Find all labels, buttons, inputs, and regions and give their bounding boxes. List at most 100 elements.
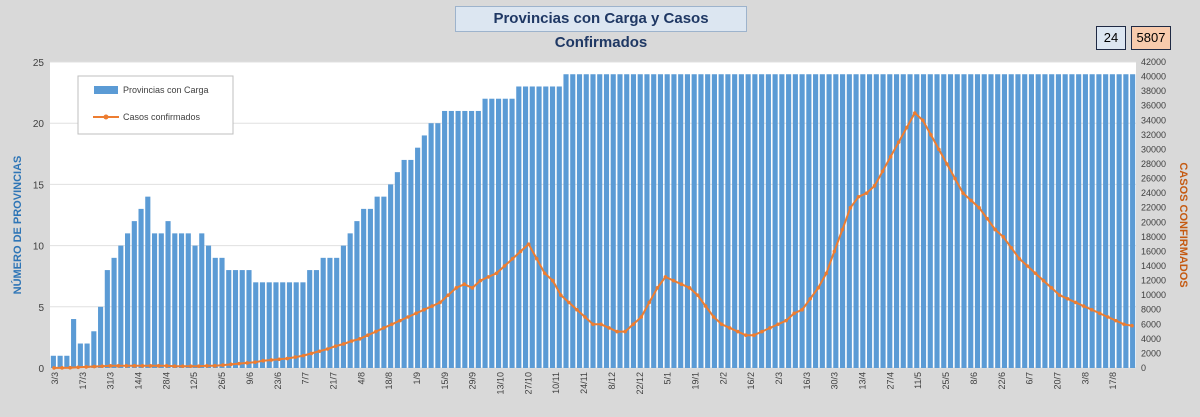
line-point xyxy=(550,278,555,283)
bar xyxy=(1035,74,1041,369)
line-point xyxy=(1122,322,1126,327)
line-point xyxy=(494,271,499,276)
line-point xyxy=(1065,296,1070,301)
bar xyxy=(401,159,407,368)
line-point xyxy=(872,184,877,188)
line-point xyxy=(76,365,80,370)
bar xyxy=(779,74,785,369)
x-tick-label: 2/3 xyxy=(774,372,784,385)
line-point xyxy=(687,286,692,290)
line-point xyxy=(526,242,531,246)
line-point xyxy=(912,111,917,115)
right-axis-ticks: 0 2000 4000 6000 8000 10000 12000 14000 16000 180… xyxy=(1141,57,1166,373)
line-point xyxy=(985,216,989,221)
bar xyxy=(428,123,434,368)
bar xyxy=(394,172,400,368)
bar xyxy=(974,74,981,369)
bar xyxy=(934,74,940,369)
line-point xyxy=(518,249,523,254)
bar-series xyxy=(50,74,1136,369)
bar xyxy=(866,74,873,369)
bar xyxy=(786,74,792,369)
bar xyxy=(307,270,313,368)
bar xyxy=(131,221,137,368)
x-tick-label: 30/3 xyxy=(830,372,840,390)
bar xyxy=(536,86,542,368)
bar xyxy=(104,270,110,368)
y2-tick-label: 18000 xyxy=(1141,232,1166,242)
bar xyxy=(226,270,232,368)
line-point xyxy=(205,364,209,368)
bar xyxy=(563,74,569,369)
line-point xyxy=(390,322,394,327)
line-point xyxy=(840,227,845,232)
bar xyxy=(813,74,819,369)
bar xyxy=(253,282,259,368)
bar xyxy=(610,74,616,369)
bar xyxy=(711,74,717,369)
line-point xyxy=(1098,311,1102,316)
line-point xyxy=(896,140,901,144)
line-point xyxy=(1009,245,1014,250)
left-axis-ticks: 0 5 10 15 20 25 xyxy=(33,58,45,375)
bar xyxy=(259,282,266,368)
line-point xyxy=(277,357,282,362)
bar xyxy=(347,233,353,368)
y2-tick-label: 20000 xyxy=(1141,217,1166,227)
x-tick-label: 16/3 xyxy=(802,372,812,390)
y2-tick-label: 34000 xyxy=(1141,115,1166,125)
line-point xyxy=(945,162,949,166)
x-tick-label: 26/5 xyxy=(217,372,227,390)
line-point xyxy=(904,125,909,130)
line-point xyxy=(888,154,893,159)
y2-tick-label: 30000 xyxy=(1141,144,1166,154)
line-point xyxy=(269,358,274,362)
bar xyxy=(138,208,144,368)
bar xyxy=(125,233,131,368)
line-point xyxy=(84,365,88,369)
line-point xyxy=(1041,278,1046,283)
line-point xyxy=(430,304,434,308)
line-point xyxy=(398,318,402,323)
bar xyxy=(158,233,164,368)
right-axis-label: CASOS CONFIRMADOS xyxy=(1177,162,1189,287)
line-point xyxy=(583,315,587,319)
bar xyxy=(732,74,738,369)
y2-tick-label: 42000 xyxy=(1141,57,1166,67)
line-point xyxy=(824,271,829,276)
bar xyxy=(293,282,299,368)
y2-tick-label: 24000 xyxy=(1141,188,1166,198)
cases-markers xyxy=(52,111,1134,370)
bar xyxy=(415,147,421,368)
bar xyxy=(752,74,758,369)
bar xyxy=(388,184,394,368)
line-point xyxy=(1130,323,1134,328)
bar xyxy=(799,74,805,369)
line-point xyxy=(253,360,257,364)
bar xyxy=(873,74,879,369)
line-point xyxy=(832,249,837,254)
bar xyxy=(455,110,461,369)
bar xyxy=(313,270,320,368)
line-point xyxy=(237,361,241,366)
bar xyxy=(212,257,218,368)
line-point xyxy=(341,342,346,346)
bar xyxy=(408,159,414,368)
line-point xyxy=(486,275,491,279)
line-point xyxy=(510,256,515,261)
legend: Provincias con Carga Casos confirmados xyxy=(77,75,234,135)
line-point xyxy=(164,364,169,368)
line-point xyxy=(285,356,290,361)
line-point xyxy=(921,118,925,123)
bar xyxy=(826,74,832,369)
y2-tick-label: 32000 xyxy=(1141,130,1166,140)
line-point xyxy=(792,311,796,316)
bar xyxy=(1008,74,1014,369)
line-point xyxy=(993,227,998,232)
x-tick-label: 20/7 xyxy=(1052,372,1062,390)
x-tick-label: 29/9 xyxy=(468,372,478,390)
bar xyxy=(509,98,515,368)
line-point xyxy=(406,315,410,319)
line-point xyxy=(559,293,563,297)
